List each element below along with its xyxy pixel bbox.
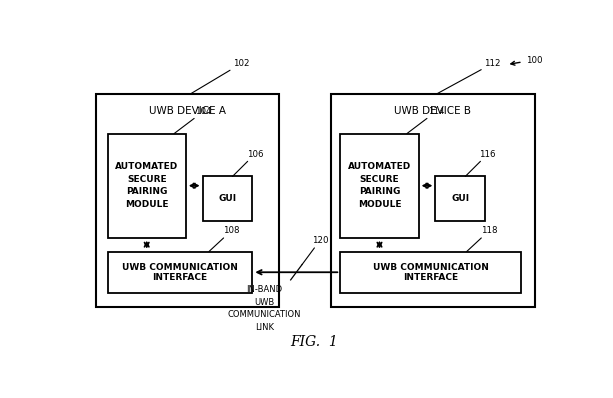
Text: 116: 116 [465, 150, 496, 176]
Text: UWB DEVICE A: UWB DEVICE A [148, 105, 226, 115]
Text: GUI: GUI [451, 194, 470, 203]
Text: 114: 114 [407, 107, 445, 134]
Bar [96, 94, 278, 307]
Text: 102: 102 [191, 59, 249, 94]
Text: 104: 104 [174, 107, 212, 134]
Text: 112: 112 [437, 59, 500, 94]
Text: GUI: GUI [218, 194, 237, 203]
Text: UWB COMMUNICATION
INTERFACE: UWB COMMUNICATION INTERFACE [373, 263, 489, 282]
Bar [340, 252, 521, 293]
Bar [331, 94, 535, 307]
Text: IN-BAND
UWB
COMMUNICATION
LINK: IN-BAND UWB COMMUNICATION LINK [227, 285, 301, 332]
Text: UWB DEVICE B: UWB DEVICE B [394, 105, 471, 115]
Text: AUTOMATED
SECURE
PAIRING
MODULE: AUTOMATED SECURE PAIRING MODULE [115, 162, 178, 209]
Text: 100: 100 [511, 55, 542, 65]
Text: 118: 118 [466, 226, 497, 252]
Bar [107, 252, 253, 293]
Text: 108: 108 [209, 226, 240, 252]
Text: UWB COMMUNICATION
INTERFACE: UWB COMMUNICATION INTERFACE [122, 263, 238, 282]
Bar [202, 176, 253, 221]
Bar [340, 134, 419, 238]
Text: AUTOMATED
SECURE
PAIRING
MODULE: AUTOMATED SECURE PAIRING MODULE [348, 162, 411, 209]
Text: 106: 106 [232, 150, 263, 176]
Bar [435, 176, 485, 221]
Text: FIG.  1: FIG. 1 [291, 335, 338, 349]
Bar [107, 134, 186, 238]
Text: 120: 120 [302, 236, 328, 265]
